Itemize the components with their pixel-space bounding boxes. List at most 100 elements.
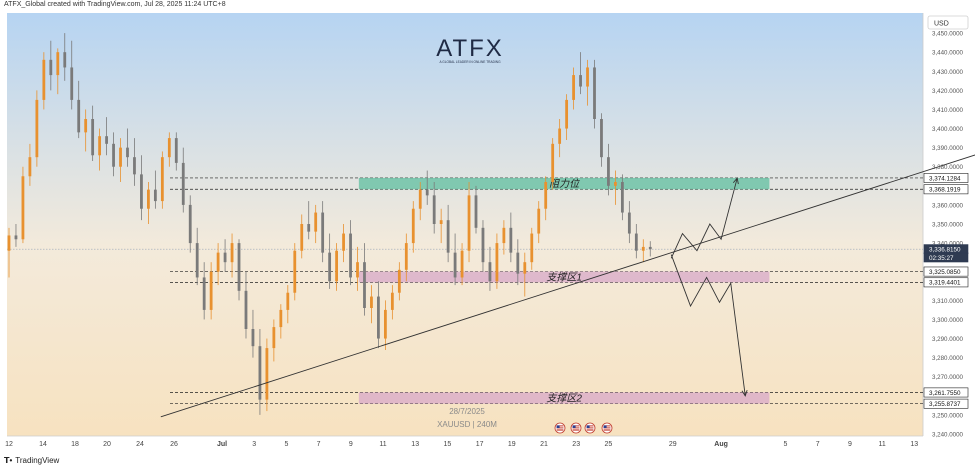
candle-body [481, 227, 485, 263]
candle-body [230, 243, 234, 263]
y-tick-label: 3,280.0000 [932, 355, 964, 362]
atfx-logo-text: ATFX [436, 35, 504, 62]
candle [293, 243, 297, 301]
candle [425, 170, 429, 205]
arrow-head-bullish [732, 177, 739, 185]
price-label-text: 3,336.8150 [929, 247, 961, 254]
flag-white-2 [572, 428, 580, 430]
chart-header: ATFX_Global created with TradingView.com… [4, 1, 226, 8]
candle [607, 143, 610, 196]
candle-body [495, 243, 499, 282]
candle [286, 285, 290, 324]
x-tick-label: 9 [349, 441, 353, 448]
candle [307, 201, 311, 240]
y-tick-label: 3,390.0000 [932, 145, 964, 152]
candle [342, 224, 345, 263]
candle [502, 220, 506, 255]
candle-body [335, 250, 339, 282]
candle [481, 220, 485, 272]
price-label-7: 3,255.8737 [923, 398, 969, 409]
zone-label-3: 支撑区2 [546, 393, 582, 405]
candle [537, 201, 541, 244]
currency-button[interactable]: USD [927, 15, 969, 30]
candle [188, 195, 192, 253]
candle [209, 262, 213, 320]
candle [565, 94, 569, 140]
candle [516, 239, 520, 286]
price-label-text: 3,374.1284 [929, 175, 961, 182]
flag-canton [556, 425, 560, 428]
candle [335, 243, 339, 291]
zone-2 [358, 271, 770, 283]
x-tick-label: 5 [284, 441, 288, 448]
candle-body [390, 292, 394, 310]
y-tick-label: 3,430.0000 [932, 69, 964, 76]
candle-body [593, 67, 596, 119]
flag-white-1 [572, 426, 580, 428]
price-label-box [923, 173, 969, 183]
x-tick-label: 24 [136, 441, 144, 448]
candle-body [77, 99, 81, 133]
candle [370, 285, 373, 324]
candle [195, 227, 199, 286]
price-label-text: 02:35:27 [929, 255, 954, 262]
candle-body [627, 212, 631, 234]
tradingview-label: TradingView [15, 456, 60, 465]
candle-body [523, 262, 527, 274]
candle-body [446, 220, 450, 253]
candle-body [404, 243, 408, 270]
candle-body [293, 250, 297, 293]
x-tick-label: 14 [39, 441, 47, 448]
price-label-text: 3,261.7550 [929, 390, 961, 397]
candle-body [537, 208, 541, 234]
y-tick-label: 3,250.0000 [932, 412, 964, 419]
candle [126, 128, 129, 167]
us-flag-event-icon[interactable] [570, 422, 582, 434]
candle-body [370, 296, 373, 308]
candle [230, 233, 234, 278]
flag-white-2 [603, 428, 611, 430]
candle-body [620, 182, 624, 213]
x-tick-label: 5 [784, 441, 788, 448]
candle-body [648, 246, 652, 250]
candle-body [467, 195, 471, 251]
y-tick-label: 3,380.0000 [932, 164, 964, 171]
candle-body [530, 233, 534, 263]
price-label-6: 3,261.7550 [923, 387, 969, 398]
candle [140, 155, 143, 221]
candle-body [56, 52, 60, 76]
us-flag-event-icon[interactable] [554, 422, 566, 434]
flag-white-1 [586, 426, 594, 428]
candle [614, 170, 617, 205]
candle [453, 233, 457, 286]
candle-body [28, 157, 32, 177]
x-tick-label: 11 [379, 441, 386, 448]
y-tick-label: 3,440.0000 [932, 50, 964, 57]
candle [586, 59, 589, 106]
tradingview-footer[interactable]: 𝗧• TradingView [4, 456, 59, 465]
candle-body [42, 59, 46, 100]
candle-body [112, 143, 115, 167]
price-label-box [923, 277, 969, 288]
x-tick-label: 26 [170, 441, 178, 448]
candle [105, 117, 108, 156]
candle-body [21, 176, 25, 240]
candle-body [49, 59, 53, 76]
candle [356, 246, 359, 291]
candle-body [70, 67, 74, 100]
candle-body [363, 262, 366, 308]
candle-body [98, 136, 102, 156]
candle [467, 182, 471, 263]
x-tick-label: 17 [476, 441, 484, 448]
zone-3 [358, 392, 770, 404]
candle-body [502, 227, 506, 244]
us-flag-event-icon[interactable] [584, 422, 596, 434]
candle [509, 212, 513, 263]
candle-body [195, 243, 199, 278]
flag-canton [586, 425, 590, 428]
flag-white-2 [556, 428, 564, 430]
flag-stripes [603, 425, 611, 431]
us-flag-event-icon[interactable] [601, 422, 613, 434]
candle [119, 138, 122, 182]
